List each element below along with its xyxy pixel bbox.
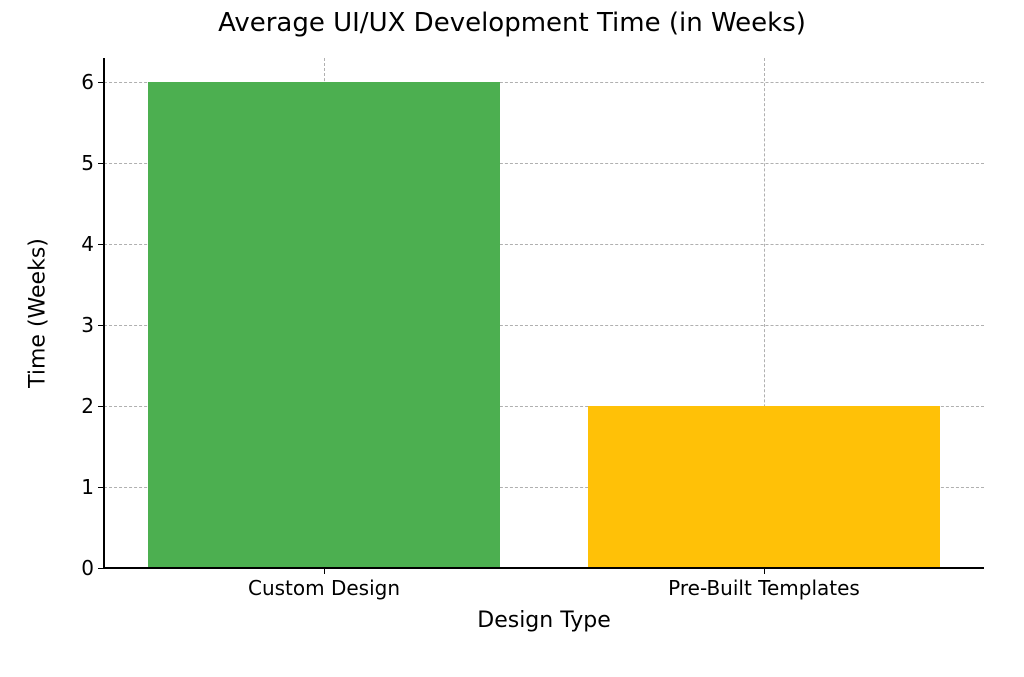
x-axis-spine	[104, 567, 984, 569]
ytick-label: 3	[81, 313, 104, 337]
bar	[588, 406, 940, 568]
xtick-label: Pre-Built Templates	[668, 568, 860, 600]
ytick-label: 2	[81, 394, 104, 418]
ytick-label: 5	[81, 151, 104, 175]
y-axis-label: Time (Weeks)	[26, 238, 51, 388]
ytick-label: 6	[81, 70, 104, 94]
figure: Average UI/UX Development Time (in Weeks…	[0, 0, 1024, 677]
ytick-label: 4	[81, 232, 104, 256]
ytick-label: 1	[81, 475, 104, 499]
plot-area: 0123456Custom DesignPre-Built Templates	[104, 58, 984, 568]
y-axis-spine	[103, 58, 105, 568]
axes: 0123456Custom DesignPre-Built Templates	[104, 58, 984, 568]
xtick-label: Custom Design	[248, 568, 400, 600]
x-axis-label: Design Type	[104, 608, 984, 633]
ytick-label: 0	[81, 556, 104, 580]
chart-title: Average UI/UX Development Time (in Weeks…	[0, 8, 1024, 38]
bar	[148, 82, 500, 568]
